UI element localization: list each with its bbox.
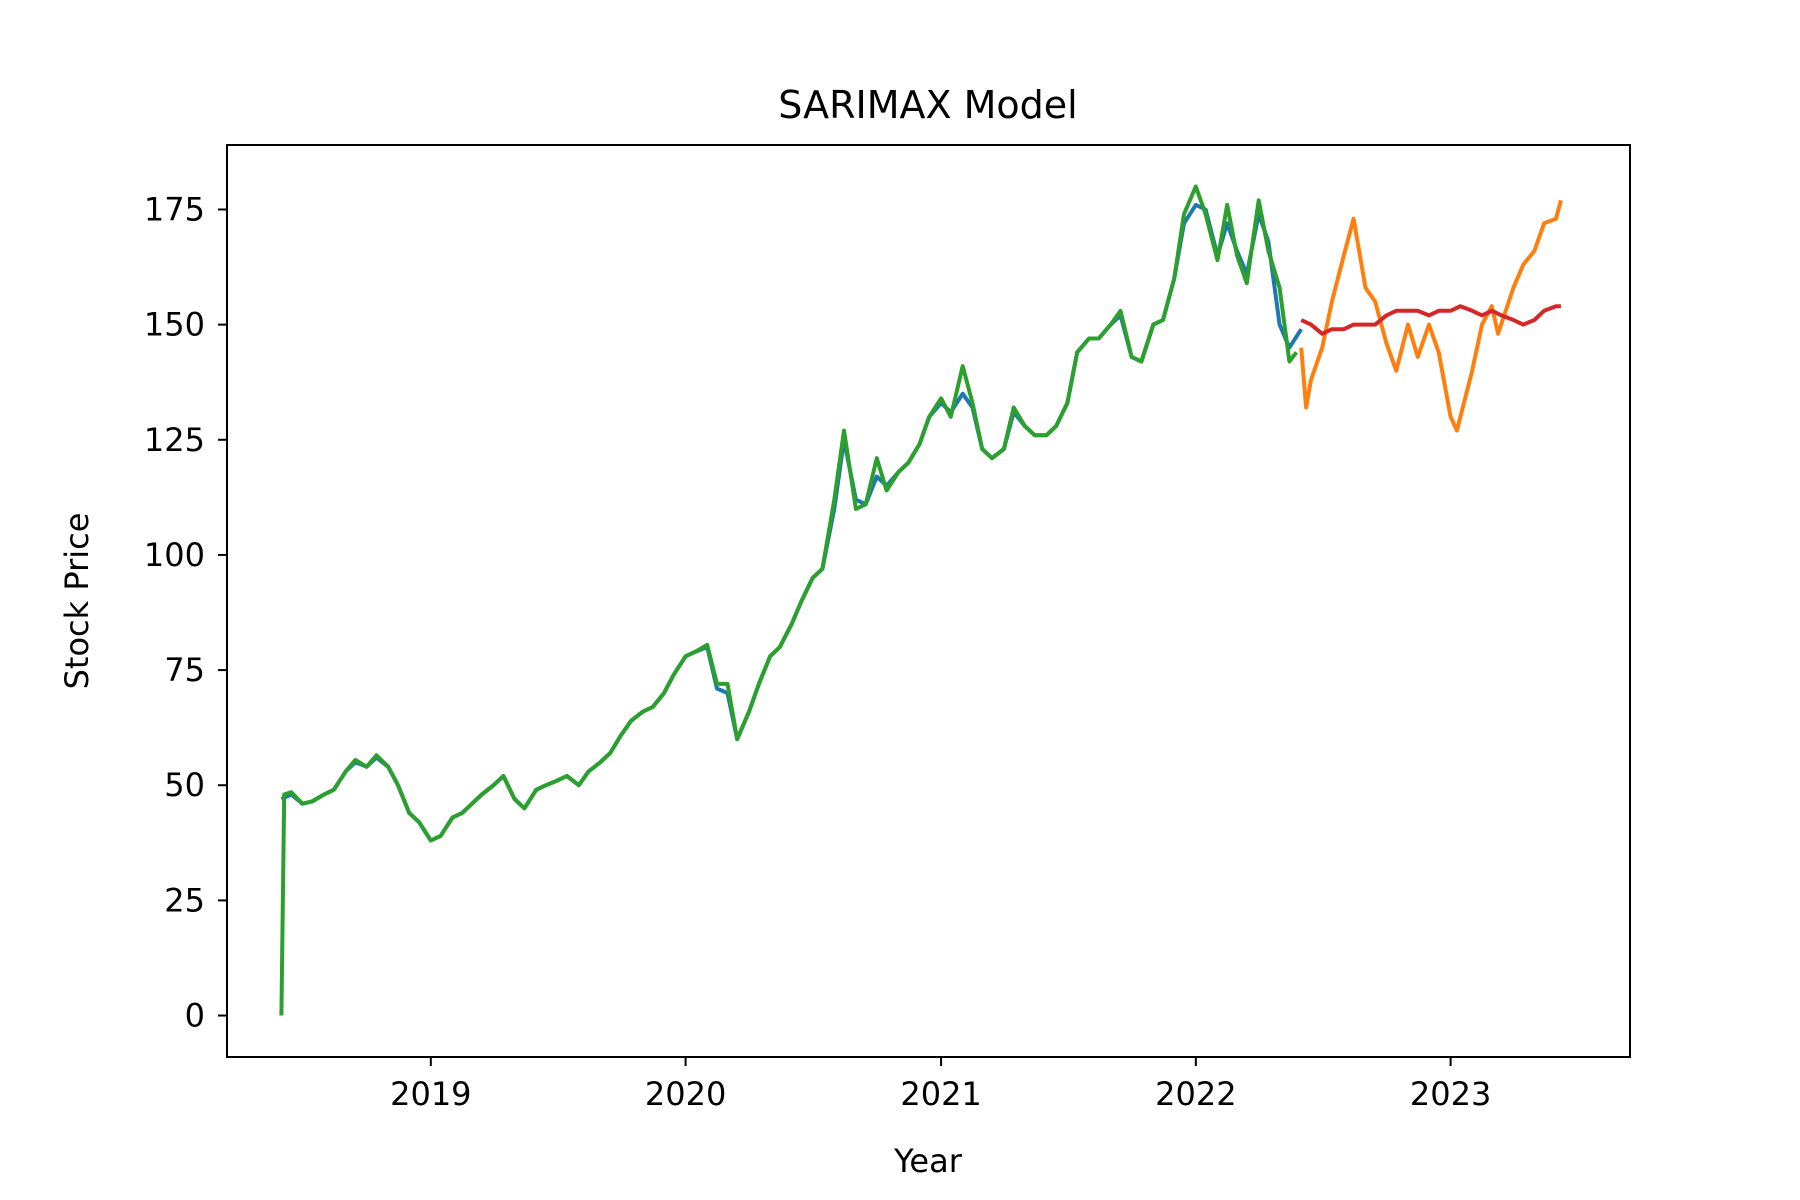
series-line-3 — [1299, 199, 1563, 433]
y-tick-label: 25 — [164, 881, 205, 919]
y-axis-label: Stock Price — [58, 513, 96, 690]
y-tick-label: 175 — [144, 190, 205, 228]
y-axis: 0 25 50 75 100 125 150 175 — [144, 190, 227, 1035]
y-tick-label: 75 — [164, 651, 205, 689]
y-tick-label: 100 — [144, 536, 205, 574]
y-tick-label: 150 — [144, 306, 205, 344]
plot-area-frame — [226, 144, 1631, 1058]
x-tick-label: 2021 — [900, 1075, 981, 1113]
series-line-2 — [279, 184, 1298, 1016]
x-axis-label: Year — [893, 1142, 963, 1180]
series-layer — [279, 184, 1563, 1016]
y-tick-label: 0 — [185, 997, 205, 1035]
y-tick-label: 125 — [144, 421, 205, 459]
x-axis: 2019 2020 2021 2022 2023 — [390, 1057, 1491, 1113]
y-tick-label: 50 — [164, 766, 205, 804]
series-line-4 — [1300, 304, 1561, 336]
x-tick-label: 2019 — [390, 1075, 471, 1113]
x-tick-label: 2023 — [1410, 1075, 1491, 1113]
x-tick-label: 2020 — [645, 1075, 726, 1113]
chart-title: SARIMAX Model — [778, 83, 1077, 127]
x-tick-label: 2022 — [1155, 1075, 1236, 1113]
